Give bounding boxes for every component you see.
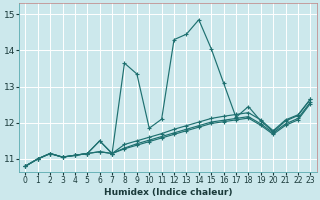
X-axis label: Humidex (Indice chaleur): Humidex (Indice chaleur) — [104, 188, 232, 197]
